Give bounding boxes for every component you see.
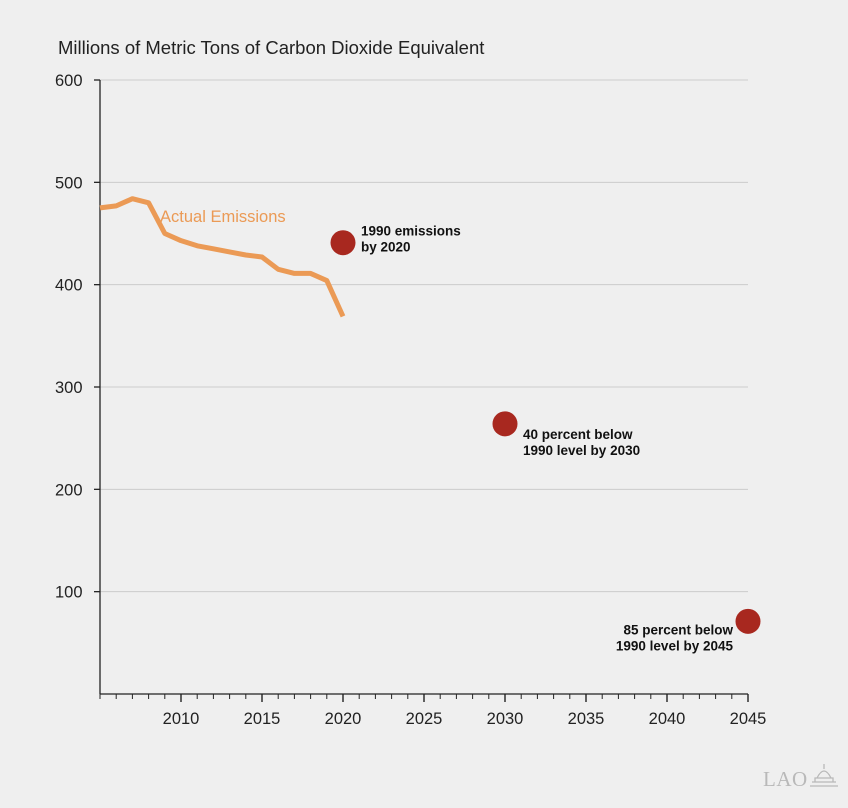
x-tick-label: 2015 [244,710,281,728]
target-label-line: 1990 level by 2030 [523,443,640,458]
target-point [492,411,518,437]
y-tick-label: 400 [55,277,83,295]
y-tick-label: 200 [55,481,83,499]
x-tick-label: 2025 [406,710,443,728]
logo-text: LAO [763,767,808,791]
y-tick-label: 500 [55,174,83,192]
target-label-line: 1990 emissions [361,224,461,239]
series-label-actual-emissions: Actual Emissions [160,208,286,226]
x-tick-label: 2010 [163,710,200,728]
lao-logo: LAO [763,764,838,791]
y-tick-label: 300 [55,379,83,397]
chart-title: Millions of Metric Tons of Carbon Dioxid… [58,37,484,58]
y-tick-labels: 100 200 300 400 500 600 [55,72,100,602]
capitol-dome-icon [810,764,838,787]
x-tick-label: 2030 [487,710,524,728]
gridlines [100,79,748,593]
series-line-actual-emissions [99,196,346,318]
series-lines: Actual Emissions [99,196,346,318]
target-label-line: 1990 level by 2045 [616,638,734,653]
y-tick-label: 100 [55,584,83,602]
x-tick-label: 2035 [568,710,605,728]
target-label-line: 85 percent below [623,622,733,637]
y-tick-label: 600 [55,72,83,90]
target-label: 85 percent below 1990 level by 2045 [616,622,734,653]
x-tick-label: 2040 [649,710,686,728]
x-tick-label: 2020 [325,710,362,728]
target-label-line: 40 percent below [523,427,633,442]
x-tick-labels: 2010 2015 2020 2025 2030 2035 2040 2045 [99,694,767,728]
target-label: 40 percent below 1990 level by 2030 [523,427,640,458]
target-label-line: by 2020 [361,240,411,255]
x-tick-label: 2045 [730,710,767,728]
target-label: 1990 emissions by 2020 [361,224,461,255]
target-point [330,230,356,256]
target-point [735,608,761,634]
